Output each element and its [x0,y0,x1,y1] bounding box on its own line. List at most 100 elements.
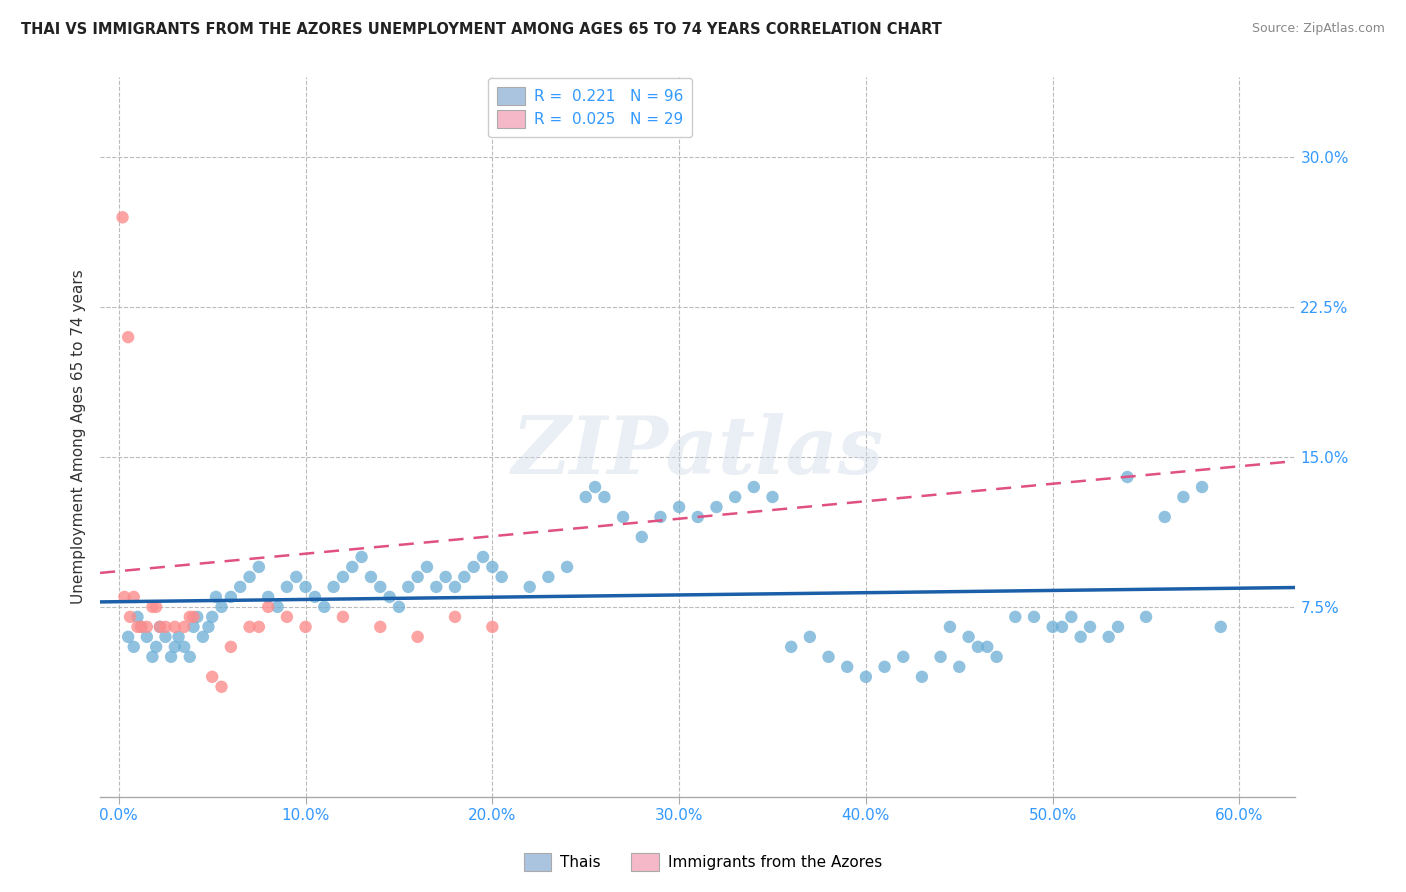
Point [706,500,728,514]
Point [183,610,205,624]
Point [388,599,411,614]
Point [575,490,598,504]
Point [939,620,962,634]
Legend: R =  0.221   N = 96, R =  0.025   N = 29: R = 0.221 N = 96, R = 0.025 N = 29 [488,78,692,136]
Point [342,560,364,574]
Point [160,649,183,664]
Point [1153,510,1175,524]
Point [294,580,316,594]
Point [780,640,803,654]
Point [129,620,152,634]
Point [1098,630,1121,644]
Point [434,570,457,584]
Point [817,649,839,664]
Point [1004,610,1026,624]
Point [537,570,560,584]
Point [129,620,152,634]
Legend: Thais, Immigrants from the Azores: Thais, Immigrants from the Azores [517,847,889,877]
Point [368,580,391,594]
Point [257,599,280,614]
Point [1135,610,1157,624]
Point [163,640,186,654]
Point [463,560,485,574]
Point [167,630,190,644]
Point [229,580,252,594]
Point [761,490,783,504]
Point [179,610,201,624]
Point [238,570,260,584]
Point [855,670,877,684]
Y-axis label: Unemployment Among Ages 65 to 74 years: Unemployment Among Ages 65 to 74 years [72,269,86,605]
Text: Source: ZipAtlas.com: Source: ZipAtlas.com [1251,22,1385,36]
Point [127,620,149,634]
Point [149,620,172,634]
Point [163,620,186,634]
Point [472,549,495,564]
Point [117,630,139,644]
Text: THAI VS IMMIGRANTS FROM THE AZORES UNEMPLOYMENT AMONG AGES 65 TO 74 YEARS CORREL: THAI VS IMMIGRANTS FROM THE AZORES UNEMP… [21,22,942,37]
Point [145,640,167,654]
Point [122,640,145,654]
Point [191,630,214,644]
Point [314,599,336,614]
Point [276,610,298,624]
Point [686,510,709,524]
Point [118,610,141,624]
Point [197,620,219,634]
Point [111,211,134,225]
Point [491,570,513,584]
Point [332,610,354,624]
Point [406,570,429,584]
Point [444,580,467,594]
Point [668,500,690,514]
Point [1060,610,1083,624]
Point [612,510,634,524]
Point [183,620,205,634]
Point [257,590,280,604]
Point [201,670,224,684]
Point [1050,620,1073,634]
Point [799,630,821,644]
Point [396,580,419,594]
Point [724,490,747,504]
Point [650,510,672,524]
Point [135,630,157,644]
Point [967,640,990,654]
Point [406,630,429,644]
Point [304,590,326,604]
Point [929,649,952,664]
Point [1173,490,1195,504]
Point [155,630,177,644]
Point [1209,620,1232,634]
Point [285,570,308,584]
Point [247,620,270,634]
Point [276,580,298,594]
Point [911,670,934,684]
Point [1078,620,1101,634]
Point [368,620,391,634]
Text: ZIPatlas: ZIPatlas [512,413,884,491]
Point [416,560,439,574]
Point [948,660,970,674]
Point [986,649,1008,664]
Point [141,599,163,614]
Point [117,330,139,344]
Point [238,620,260,634]
Point [593,490,616,504]
Point [1022,610,1045,624]
Point [481,560,503,574]
Point [742,480,765,494]
Point [630,530,652,544]
Point [1070,630,1092,644]
Point [149,620,172,634]
Point [378,590,401,604]
Point [1107,620,1129,634]
Point [145,599,167,614]
Point [211,680,233,694]
Point [141,649,163,664]
Point [837,660,859,674]
Point [322,580,344,594]
Point [179,649,201,664]
Point [444,610,467,624]
Point [186,610,208,624]
